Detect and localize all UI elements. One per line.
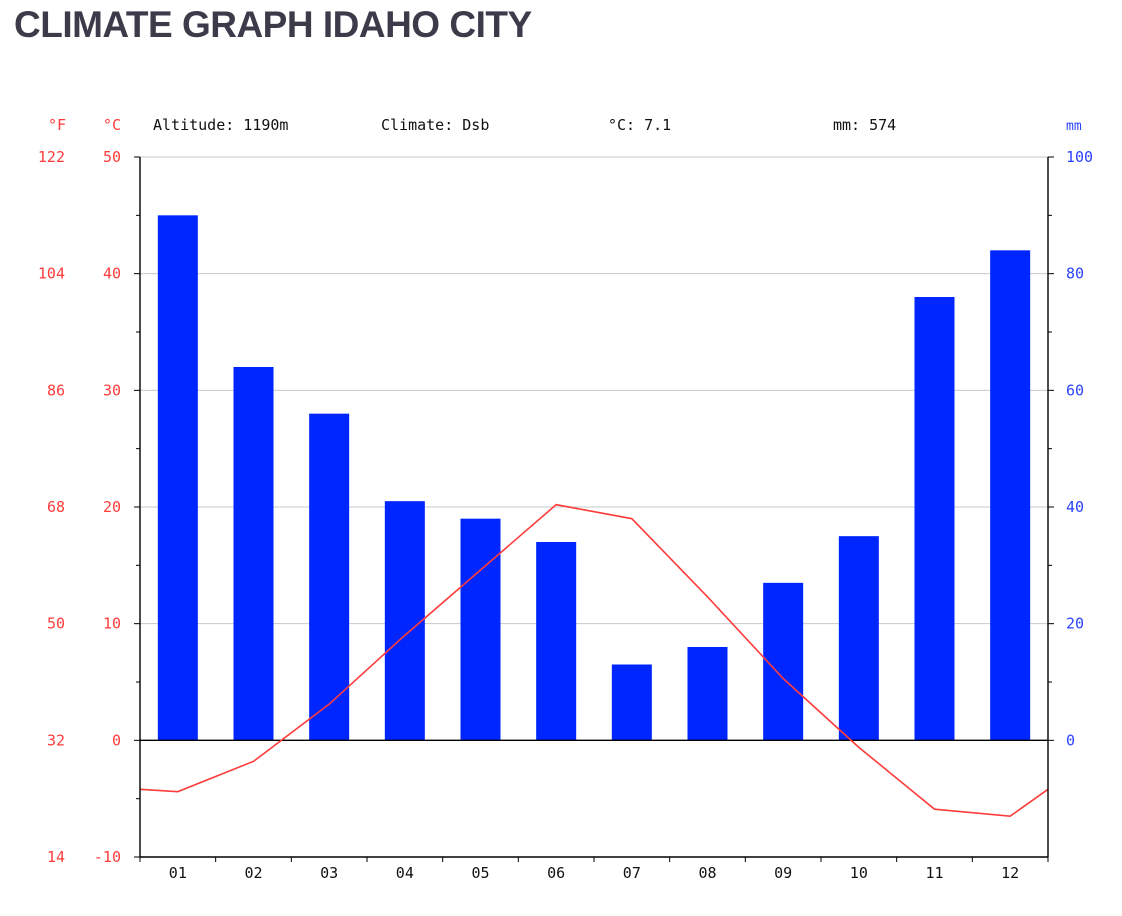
month-label-11: 11 bbox=[925, 864, 943, 882]
fahrenheit-tick-label: 104 bbox=[38, 265, 65, 283]
fahrenheit-tick-label: 50 bbox=[47, 615, 65, 633]
mm-tick-label: 80 bbox=[1066, 265, 1084, 283]
month-label-05: 05 bbox=[471, 864, 489, 882]
month-label-10: 10 bbox=[850, 864, 868, 882]
mm-tick-label: 60 bbox=[1066, 381, 1084, 399]
precipitation-bar-10 bbox=[838, 536, 879, 741]
month-label-01: 01 bbox=[169, 864, 187, 882]
celsius-tick-label: 50 bbox=[103, 148, 121, 166]
fahrenheit-tick-label: 86 bbox=[47, 381, 65, 399]
fahrenheit-tick-label: 122 bbox=[38, 148, 65, 166]
celsius-unit: °C bbox=[103, 116, 121, 134]
header-info: Altitude: 1190m Climate: Dsb °C: 7.1 mm:… bbox=[153, 116, 896, 134]
month-label-09: 09 bbox=[774, 864, 792, 882]
fahrenheit-tick-label: 14 bbox=[47, 848, 65, 866]
month-label-12: 12 bbox=[1001, 864, 1019, 882]
precipitation-bars bbox=[157, 215, 1031, 741]
celsius-tick-label: 40 bbox=[103, 265, 121, 283]
precipitation-bar-04 bbox=[384, 501, 425, 741]
precipitation-bar-11 bbox=[914, 297, 955, 741]
celsius-tick-label: 0 bbox=[112, 731, 121, 749]
axes bbox=[134, 156, 1054, 862]
precipitation-bar-12 bbox=[990, 250, 1031, 741]
mm-unit: mm bbox=[1066, 119, 1082, 134]
precipitation-bar-09 bbox=[763, 582, 804, 741]
mm-tick-label: 100 bbox=[1066, 148, 1093, 166]
month-label-07: 07 bbox=[623, 864, 641, 882]
month-label-04: 04 bbox=[396, 864, 414, 882]
precipitation-bar-07 bbox=[611, 664, 652, 741]
temperature-line bbox=[139, 503, 1049, 817]
mm-tick-label: 20 bbox=[1066, 615, 1084, 633]
mm-tick-label: 0 bbox=[1066, 731, 1075, 749]
climate-label: Climate: Dsb bbox=[381, 116, 489, 134]
precipitation-bar-03 bbox=[309, 413, 350, 741]
precipitation-bar-05 bbox=[460, 518, 501, 741]
gridlines bbox=[140, 156, 1048, 625]
fahrenheit-tick-label: 32 bbox=[47, 731, 65, 749]
month-label-03: 03 bbox=[320, 864, 338, 882]
precipitation-bar-08 bbox=[687, 647, 728, 741]
precipitation-bar-01 bbox=[157, 215, 198, 741]
celsius-tick-label: 10 bbox=[103, 615, 121, 633]
precipitation-bar-02 bbox=[233, 367, 274, 741]
precipitation-total-label: mm: 574 bbox=[833, 116, 896, 134]
celsius-tick-label: -10 bbox=[94, 848, 121, 866]
fahrenheit-unit: °F bbox=[48, 116, 66, 134]
month-label-08: 08 bbox=[698, 864, 716, 882]
mm-tick-label: 40 bbox=[1066, 498, 1084, 516]
fahrenheit-tick-label: 68 bbox=[47, 498, 65, 516]
celsius-tick-label: 30 bbox=[103, 381, 121, 399]
temperature-line bbox=[139, 503, 1049, 817]
altitude-label: Altitude: 1190m bbox=[153, 116, 288, 134]
temperature-average-label: °C: 7.1 bbox=[608, 116, 671, 134]
month-label-02: 02 bbox=[244, 864, 262, 882]
precipitation-bar-06 bbox=[536, 542, 577, 741]
tick-labels: 50403020100-1012210486685032141008060402… bbox=[38, 148, 1093, 882]
unit-labels: °F °C mm bbox=[48, 116, 1082, 134]
month-label-06: 06 bbox=[547, 864, 565, 882]
celsius-tick-label: 20 bbox=[103, 498, 121, 516]
page-title: CLIMATE GRAPH IDAHO CITY bbox=[14, 4, 532, 45]
